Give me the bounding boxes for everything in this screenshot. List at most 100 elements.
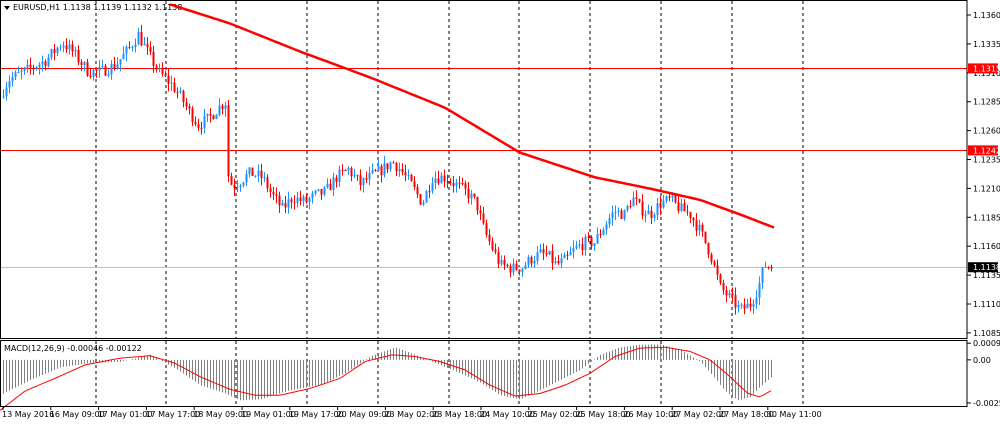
price-badge-label: 1.1315 xyxy=(973,64,1000,73)
candle-body xyxy=(518,269,521,272)
candle-body xyxy=(416,186,419,195)
candle-body xyxy=(143,43,146,46)
candle-body xyxy=(743,304,746,309)
candle-body xyxy=(245,174,248,183)
candle-body xyxy=(698,224,701,231)
candle-body xyxy=(545,253,548,255)
candle-body xyxy=(755,297,758,304)
dropdown-triangle-icon[interactable] xyxy=(4,5,10,10)
candle-body xyxy=(158,67,161,70)
candle-body xyxy=(689,212,692,218)
candle-body xyxy=(365,178,368,180)
candle-body xyxy=(95,70,98,72)
candle-body xyxy=(248,167,251,175)
candle-body xyxy=(353,175,356,177)
candle-body xyxy=(680,203,683,211)
candle-body xyxy=(686,211,689,213)
candle-body xyxy=(473,193,476,197)
candle-body xyxy=(65,45,68,50)
candle-body xyxy=(494,249,497,252)
candle-body xyxy=(674,195,677,203)
candle-body xyxy=(605,224,608,230)
candle-body xyxy=(476,196,479,211)
candle-body xyxy=(716,265,719,275)
candle-body xyxy=(287,199,290,208)
price-tick-label: 1.1085 xyxy=(973,329,1000,338)
time-tick-label: 25 May 18:00 xyxy=(576,410,631,419)
candle-body xyxy=(176,91,179,93)
candle-body xyxy=(410,175,413,182)
candle-body xyxy=(479,210,482,214)
candle-body xyxy=(587,236,590,238)
price-tick-label: 1.1235 xyxy=(973,156,1000,165)
candle-body xyxy=(770,267,773,269)
candle-body xyxy=(44,61,47,66)
candle-body xyxy=(692,217,695,221)
price-tick-label: 1.1110 xyxy=(973,300,1000,309)
time-tick-label: 13 May 2016 xyxy=(2,410,54,419)
candle-body xyxy=(551,251,554,263)
candle-body xyxy=(122,53,125,60)
symbol-label: EURUSD,H1 xyxy=(13,3,61,12)
price-tick-label: 1.1185 xyxy=(973,213,1000,222)
candle-body xyxy=(533,260,536,264)
candle-body xyxy=(482,213,485,224)
ohlc-label: 1.1138 1.1139 1.1132 1.1138 xyxy=(62,3,183,12)
candle-body xyxy=(437,178,440,184)
candle-body xyxy=(239,185,242,188)
candle-body xyxy=(149,47,152,52)
candle-body xyxy=(284,202,287,208)
candle-body xyxy=(389,162,392,170)
candle-body xyxy=(614,211,617,213)
candle-body xyxy=(38,64,41,68)
candle-body xyxy=(368,172,371,180)
candle-body xyxy=(719,274,722,283)
candle-body xyxy=(722,282,725,291)
candle-body xyxy=(440,175,443,184)
candle-body xyxy=(323,187,326,195)
candle-body xyxy=(32,67,35,69)
candle-body xyxy=(635,197,638,200)
time-tick-label: 17 May 17:00 xyxy=(145,410,200,419)
candle-body xyxy=(644,214,647,216)
candle-body xyxy=(464,183,467,189)
candle-body xyxy=(290,199,293,203)
candle-body xyxy=(458,182,461,184)
price-badge xyxy=(968,145,998,156)
candle-body xyxy=(530,257,533,264)
candle-body xyxy=(26,64,29,68)
candle-body xyxy=(137,32,140,45)
price-tick-label: 1.1135 xyxy=(973,271,1000,280)
candle-body xyxy=(251,167,254,176)
candle-body xyxy=(422,202,425,205)
candle-body xyxy=(527,257,530,266)
candle-body xyxy=(260,170,263,178)
candle-body xyxy=(71,44,74,52)
candle-body xyxy=(602,229,605,235)
candle-body xyxy=(752,303,755,307)
price-badge-label: 1.1242 xyxy=(973,146,1000,155)
candle-body xyxy=(563,254,566,259)
candle-body xyxy=(194,121,197,125)
candle-body xyxy=(404,172,407,176)
candle-body xyxy=(584,236,587,251)
level-lines xyxy=(0,68,967,268)
candle-body xyxy=(710,254,713,262)
candle-body xyxy=(461,183,464,185)
candle-body xyxy=(308,198,311,203)
candle-body xyxy=(632,197,635,207)
price-axis: 1.13601.13351.13101.12851.12601.12351.12… xyxy=(967,11,1000,408)
candle-body xyxy=(515,263,518,270)
candle-body xyxy=(266,177,269,189)
candle-body xyxy=(326,183,329,188)
candle-body xyxy=(671,195,674,198)
time-tick-label: 17 May 01:00 xyxy=(98,410,153,419)
candle-body xyxy=(35,67,38,69)
price-panel-border xyxy=(0,0,968,339)
candle-body xyxy=(263,177,266,179)
candle-body xyxy=(302,196,305,202)
candle-body xyxy=(50,49,53,58)
chart-frame xyxy=(0,0,968,407)
candle-body xyxy=(590,237,593,247)
